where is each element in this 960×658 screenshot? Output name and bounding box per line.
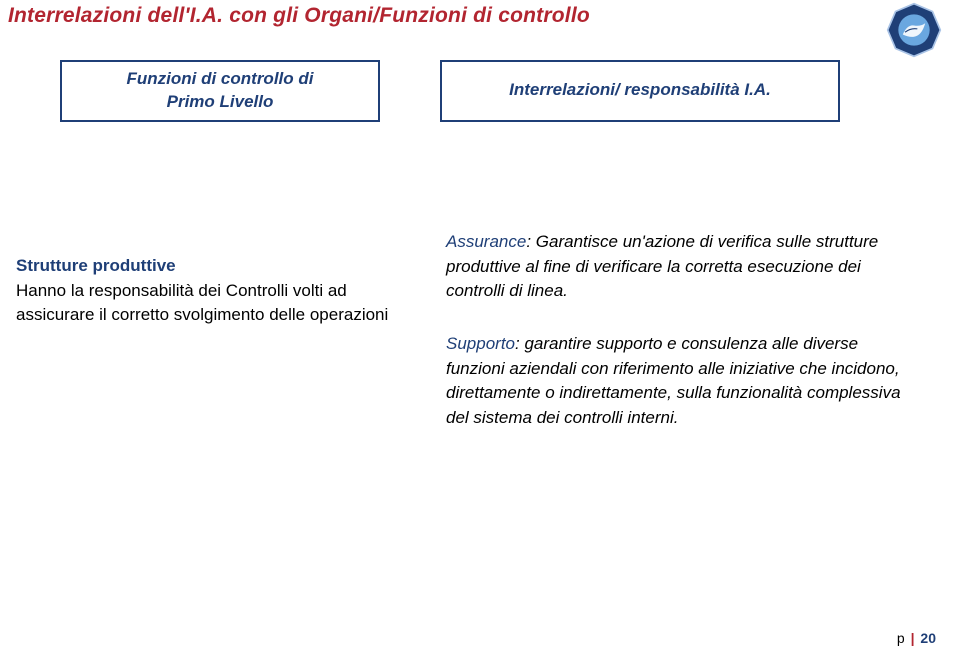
page-title: Interrelazioni dell'I.A. con gli Organi/… bbox=[8, 4, 590, 28]
assurance-paragraph: Assurance: Garantisce un'azione di verif… bbox=[446, 230, 920, 304]
footer-page-number: 20 bbox=[920, 630, 936, 646]
left-heading: Strutture produttive bbox=[16, 256, 176, 275]
box-funzioni-controllo: Funzioni di controllo di Primo Livello bbox=[60, 60, 380, 122]
header-boxes: Funzioni di controllo di Primo Livello I… bbox=[60, 60, 840, 122]
left-column: Strutture produttive Hanno la responsabi… bbox=[16, 230, 406, 458]
supporto-paragraph: Supporto: garantire supporto e consulenz… bbox=[446, 332, 920, 431]
left-body: Hanno la responsabilità dei Controlli vo… bbox=[16, 281, 388, 325]
box-left-line2: Primo Livello bbox=[94, 91, 346, 114]
assurance-term: Assurance bbox=[446, 232, 526, 251]
box-right-text: Interrelazioni/ responsabilità I.A. bbox=[509, 79, 771, 102]
slide-page: Interrelazioni dell'I.A. con gli Organi/… bbox=[0, 0, 960, 658]
box-interrelazioni: Interrelazioni/ responsabilità I.A. bbox=[440, 60, 840, 122]
page-footer: p | 20 bbox=[897, 630, 936, 646]
box-left-line1: Funzioni di controllo di bbox=[94, 68, 346, 91]
footer-separator: | bbox=[911, 630, 915, 646]
right-column: Assurance: Garantisce un'azione di verif… bbox=[446, 230, 920, 458]
logo-badge bbox=[886, 2, 942, 58]
supporto-term: Supporto bbox=[446, 334, 515, 353]
content-columns: Strutture produttive Hanno la responsabi… bbox=[16, 230, 920, 458]
supporto-body: : garantire supporto e consulenza alle d… bbox=[446, 334, 901, 427]
footer-label: p bbox=[897, 630, 905, 646]
